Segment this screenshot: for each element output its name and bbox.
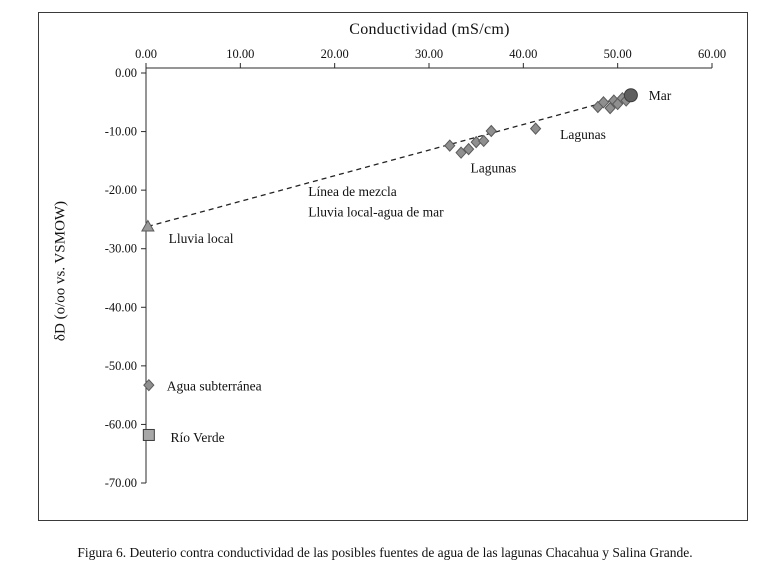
annotation-label: Lluvia local [169,231,234,246]
x-tick-label: 30.00 [415,47,443,61]
x-tick-label: 40.00 [509,47,537,61]
data-point-square [142,428,155,441]
series-diamond [444,91,632,159]
chart-title: Conductividad (mS/cm) [349,21,510,38]
x-tick-label: 60.00 [698,47,726,61]
y-tick-label: 0.00 [115,66,137,80]
annotation-label: Río Verde [171,430,225,445]
annotation-label: Mar [649,88,672,103]
tick-labels: 0.00 10.00 20.00 30.00 40.00 50.00 60.00 0.00 -1… [105,47,726,490]
data-point-diamond [455,146,467,159]
data-point-diamond [444,139,456,152]
data-point-triangle [141,219,155,232]
annotation-label: Agua subterránea [167,378,262,393]
y-tick-label: -50.00 [105,359,137,373]
data-point-diamond [604,101,616,115]
x-tick-label: 10.00 [226,47,254,61]
data-point-diamond [529,122,542,135]
x-tick-label: 50.00 [604,47,632,61]
y-tick-label: -70.00 [105,476,137,490]
annotation-label: Lagunas [471,160,517,175]
x-tick-label: 0.00 [135,47,157,61]
y-tick-label: -60.00 [105,417,137,431]
annotation-label: Lluvia local-agua de mar [308,204,444,219]
annotation-label: Lagunas [560,127,606,142]
series-diamond [143,378,155,392]
y-tick-label: -40.00 [105,300,137,314]
data-point-diamond [462,142,475,156]
y-tick-label: -20.00 [105,183,137,197]
series-square [142,428,155,441]
scatter-chart: 0.00 10.00 20.00 30.00 40.00 50.00 60.00 0.00 -1… [105,47,726,490]
data-point-diamond [143,378,155,392]
y-tick-label: -10.00 [105,125,137,139]
axes [141,63,713,484]
data-point-circle [623,88,638,103]
y-tick-label: -30.00 [105,242,137,256]
data-point-diamond [478,134,490,148]
data-point-diamond [597,96,610,109]
series-triangle [141,219,155,232]
annotation-label: Línea de mezcla [308,184,396,199]
series-circle [623,88,638,103]
figure-caption: Figura 6. Deuterio contra conductividad … [77,545,693,560]
annotations: Mar Lagunas Lagunas Línea de mezcla Lluvia l… [167,88,672,445]
chart-frame: Conductividad (mS/cm) δD (o/oo vs. VSMOW… [38,12,748,521]
mixing-line [147,94,632,228]
data-point-diamond [485,124,497,138]
x-tick-label: 20.00 [321,47,349,61]
